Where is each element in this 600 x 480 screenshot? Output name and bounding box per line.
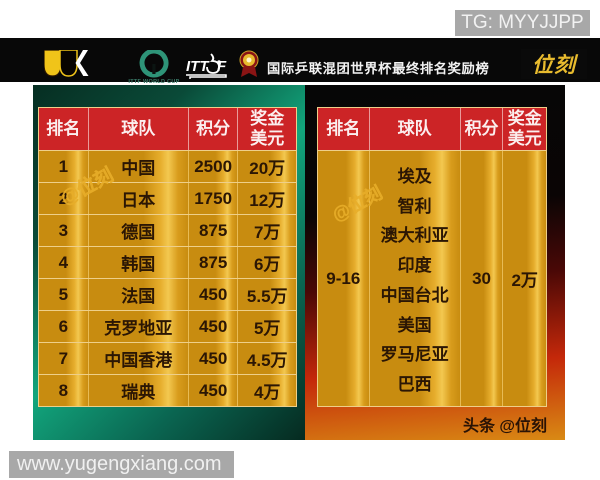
svg-text:F: F [217,58,227,75]
svg-text:ITT: ITT [186,58,210,75]
